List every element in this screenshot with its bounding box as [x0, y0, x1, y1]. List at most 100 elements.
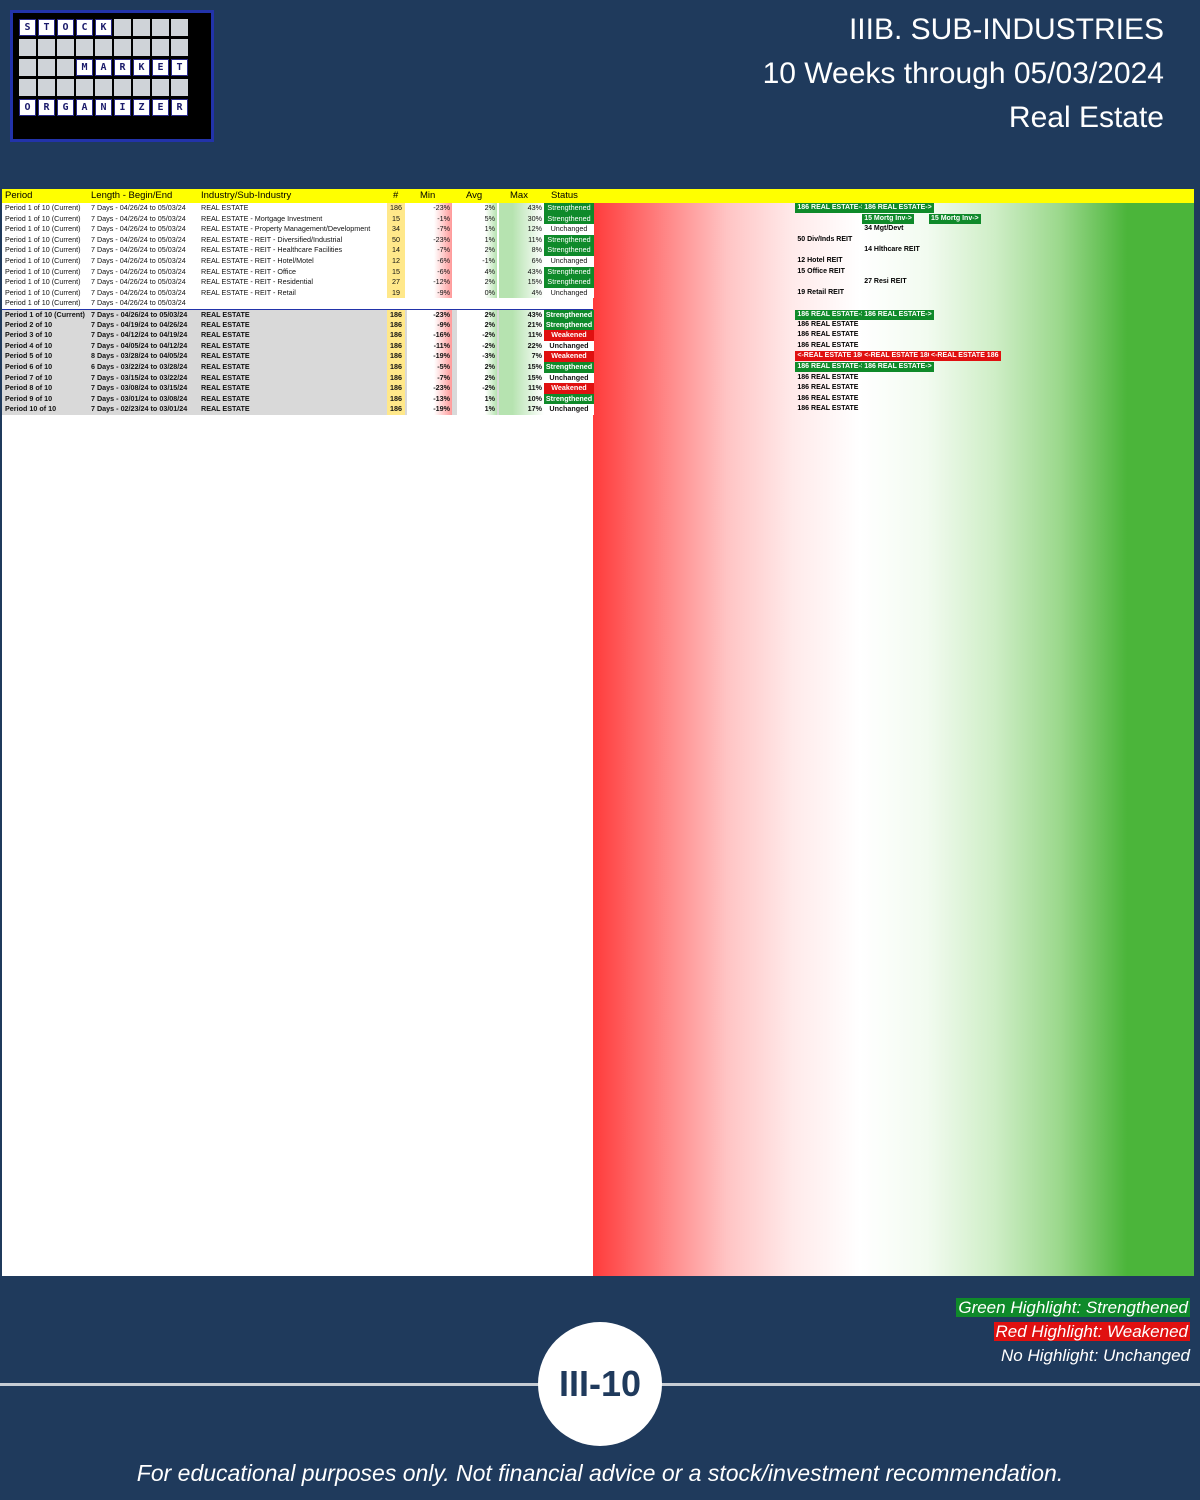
position-label: 186 REAL ESTATE->	[862, 309, 934, 320]
position-label: 186 REAL ESTATE->	[795, 203, 867, 213]
cell-max: 11%	[499, 234, 544, 246]
cell-status: Weakened	[544, 351, 594, 362]
position-label: 186 REAL ESTATE->	[862, 361, 934, 372]
cell-min: -11%	[407, 340, 452, 352]
cell-avg: 5%	[457, 213, 497, 225]
cell-count: 186	[387, 330, 405, 341]
cell-min: -7%	[407, 224, 452, 235]
position-label: 186 REAL ESTATE	[797, 341, 859, 349]
cell-status: Strengthened	[544, 277, 594, 288]
cell-count: 50	[387, 234, 405, 246]
logo-letter: A	[95, 59, 112, 76]
cell-min: -19%	[407, 404, 452, 415]
sector-title: Real Estate	[1008, 101, 1164, 134]
cell-avg: -2%	[457, 340, 497, 352]
logo-letter: O	[57, 19, 74, 36]
cell-status: Strengthened	[544, 319, 594, 331]
position-label: 50 Div/Inds REIT	[797, 235, 853, 243]
cell-industry: REAL ESTATE	[201, 383, 250, 393]
cell-max: 10%	[499, 393, 544, 405]
position-label: 186 REAL ESTATE->	[795, 309, 867, 320]
cell-count: 186	[387, 319, 405, 331]
cell-industry: REAL ESTATE - REIT - Healthcare Faciliti…	[201, 245, 343, 255]
cell-min: -16%	[407, 330, 452, 341]
cell-status: Strengthened	[544, 393, 594, 405]
cell-max: 43%	[499, 266, 544, 278]
cell-status: Unchanged	[544, 287, 594, 299]
date-range-title: 10 Weeks through 05/03/2024	[762, 57, 1164, 90]
cell-status: Strengthened	[544, 361, 594, 373]
cell-status: Strengthened	[544, 203, 594, 214]
cell-period: Period 1 of 10 (Current)	[5, 287, 81, 297]
cell-industry: REAL ESTATE - Mortgage Investment	[201, 213, 323, 223]
cell-period: Period 7 of 10	[5, 372, 53, 382]
table-row: Period 1 of 10 (Current) 7 Days - 04/26/2…	[2, 213, 1194, 225]
table-row: Period 10 of 10 7 Days - 02/23/24 to 03/0…	[2, 404, 858, 415]
cell-period: Period 1 of 10 (Current)	[5, 277, 81, 287]
cell-length: 7 Days - 04/26/24 to 05/03/24	[91, 309, 188, 319]
cell-avg: 1%	[457, 224, 497, 235]
cell-period: Period 1 of 10 (Current)	[5, 255, 81, 265]
cell-industry: REAL ESTATE	[201, 351, 250, 361]
cell-min: -23%	[407, 309, 452, 321]
table-row: Period 1 of 10 (Current) 7 Days - 04/26/2…	[2, 277, 1194, 288]
logo-letter: R	[114, 59, 131, 76]
cell-industry: REAL ESTATE - REIT - Residential	[201, 277, 313, 287]
cell-min: -19%	[407, 351, 452, 362]
position-label: 186 REAL ESTATE->	[862, 203, 934, 213]
legend-green: Green Highlight: Strengthened	[956, 1298, 1190, 1317]
cell-count: 19	[387, 287, 405, 299]
cell-period: Period 4 of 10	[5, 340, 53, 350]
cell-count: 186	[387, 372, 405, 384]
table-row: Period 6 of 10 6 Days - 03/22/24 to 03/28…	[2, 361, 934, 373]
cell-length: 7 Days - 04/26/24 to 05/03/24	[91, 277, 186, 287]
cell-industry: REAL ESTATE	[201, 309, 250, 319]
logo-letter: N	[95, 99, 112, 116]
cell-status: Unchanged	[544, 372, 594, 384]
cell-length: 7 Days - 04/26/24 to 05/03/24	[91, 224, 186, 234]
header-count: #	[393, 190, 399, 201]
position-label: 34 Mgt/Devt	[864, 225, 904, 233]
cell-max: 21%	[499, 319, 544, 331]
cell-avg: 1%	[457, 404, 497, 415]
cell-industry: REAL ESTATE	[201, 372, 250, 382]
cell-max: 7%	[499, 351, 544, 362]
cell-length: 7 Days - 04/26/24 to 05/03/24	[91, 298, 186, 308]
table-header: Period Length - Begin/End Industry/Sub-I…	[2, 189, 1194, 203]
cell-period: Period 8 of 10	[5, 383, 53, 393]
cell-industry: REAL ESTATE	[201, 361, 250, 371]
cell-period: Period 1 of 10 (Current)	[5, 266, 81, 276]
cell-count: 186	[387, 351, 405, 362]
cell-length: 7 Days - 03/01/24 to 03/08/24	[91, 393, 188, 403]
logo-letter: E	[152, 99, 169, 116]
logo-letter: O	[19, 99, 36, 116]
cell-status: Strengthened	[544, 245, 594, 256]
cell-industry: REAL ESTATE	[201, 393, 250, 403]
cell-avg: 2%	[457, 277, 497, 288]
cell-count: 186	[387, 404, 405, 415]
table-row: Period 1 of 10 (Current) 7 Days - 04/26/2…	[2, 255, 1194, 267]
cell-count: 34	[387, 224, 405, 235]
cell-min: -9%	[407, 319, 452, 331]
header-avg: Avg	[466, 190, 483, 201]
table-row: Period 1 of 10 (Current) 7 Days - 04/26/2…	[2, 245, 1194, 256]
cell-max: 15%	[499, 372, 544, 384]
cell-industry: REAL ESTATE - REIT - Office	[201, 266, 297, 276]
position-label: 186 REAL ESTATE	[797, 320, 859, 328]
cell-max: 6%	[499, 255, 544, 267]
position-label: 186 REAL ESTATE	[797, 331, 859, 339]
page-badge: III-10	[538, 1322, 662, 1446]
cell-avg: 2%	[457, 361, 497, 373]
cell-industry: REAL ESTATE - REIT - Retail	[201, 287, 296, 297]
cell-industry: REAL ESTATE - REIT - Diversified/Industr…	[201, 234, 343, 244]
cell-avg: 2%	[457, 319, 497, 331]
legend: Green Highlight: Strengthened Red Highli…	[956, 1296, 1190, 1368]
logo-letter: T	[171, 59, 188, 76]
cell-count: 186	[387, 383, 405, 394]
position-label: 186 REAL ESTATE->	[795, 361, 867, 372]
legend-none: No Highlight: Unchanged	[1000, 1346, 1190, 1365]
cell-count: 15	[387, 266, 405, 278]
cell-min: -23%	[407, 234, 452, 246]
